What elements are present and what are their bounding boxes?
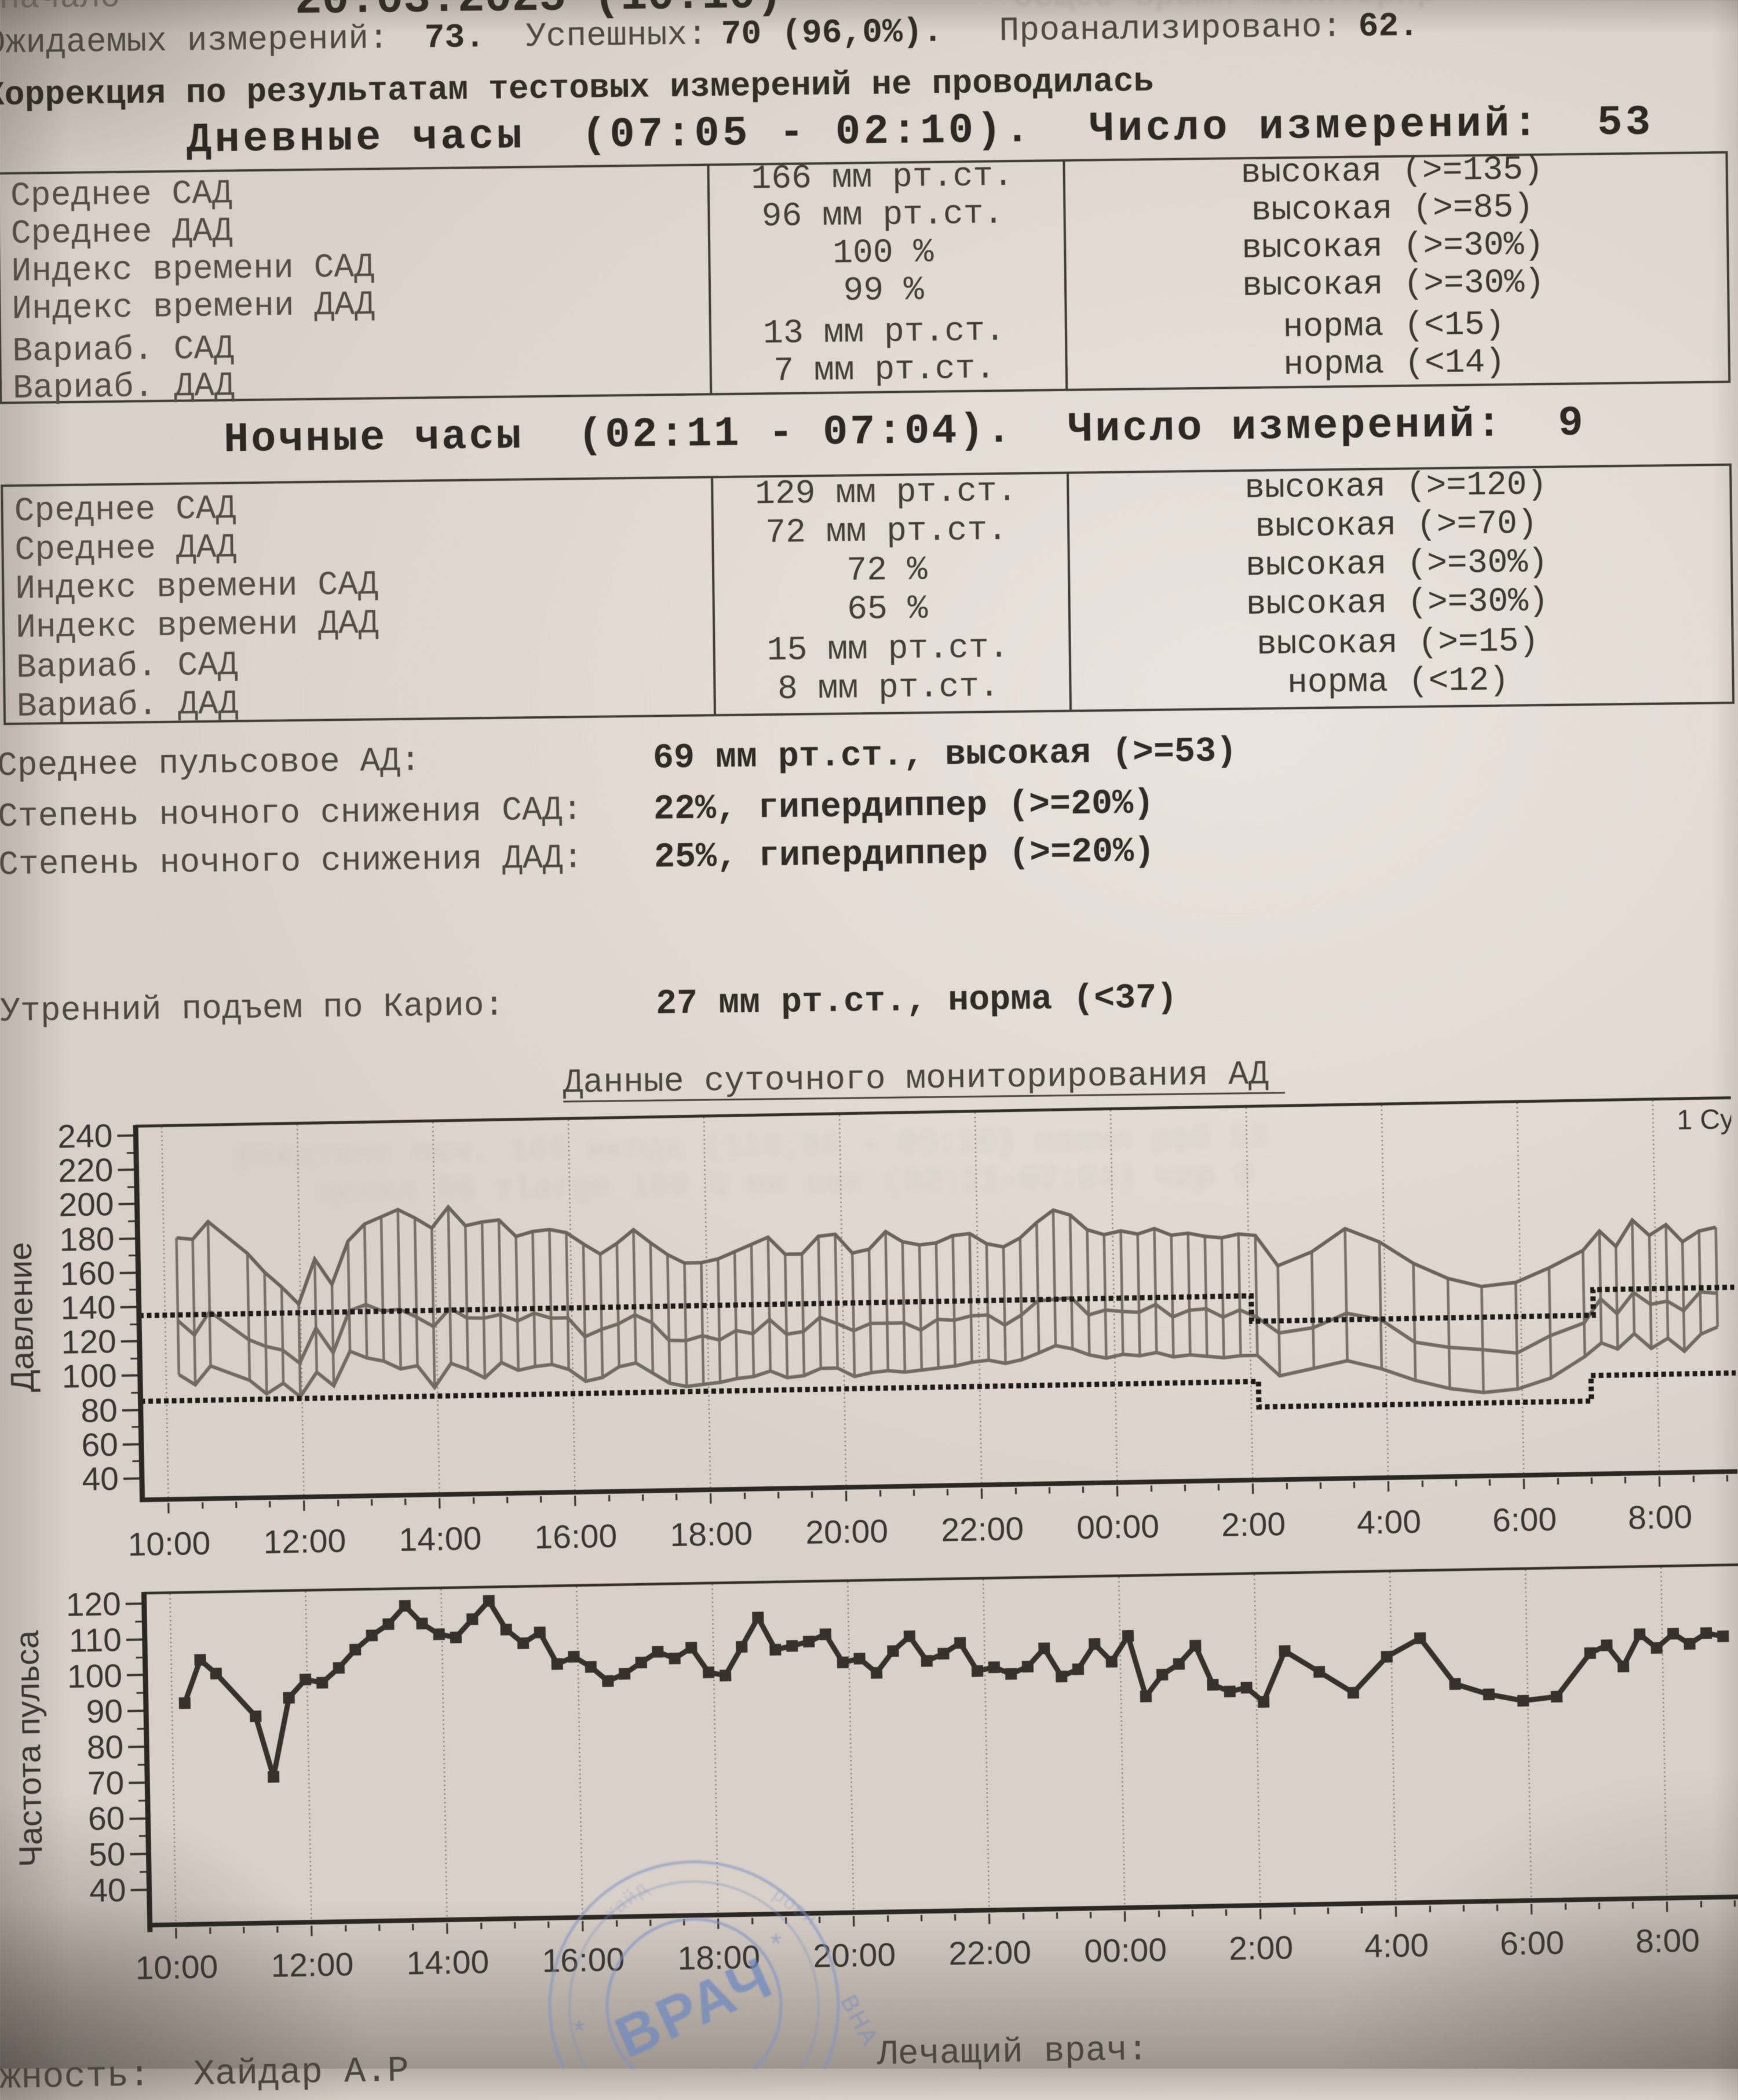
- svg-text:80: 80: [81, 1392, 118, 1430]
- svg-text:1 Сутки: 1 Сутки: [1677, 1103, 1738, 1136]
- svg-text:16:00: 16:00: [534, 1518, 618, 1556]
- svg-text:8:00: 8:00: [1635, 1922, 1700, 1960]
- svg-text:2:00: 2:00: [1221, 1505, 1286, 1544]
- svg-text:40: 40: [89, 1872, 127, 1909]
- svg-text:10:00: 10:00: [135, 1948, 218, 1987]
- svg-text:50: 50: [89, 1836, 126, 1873]
- svg-text:200: 200: [59, 1186, 114, 1224]
- svg-text:22:00: 22:00: [948, 1934, 1032, 1973]
- svg-text:*: *: [574, 2015, 585, 2046]
- svg-text:90: 90: [86, 1693, 123, 1730]
- svg-text:20:00: 20:00: [805, 1512, 889, 1551]
- svg-text:60: 60: [87, 1800, 125, 1837]
- svg-text:ВРАЧ: ВРАЧ: [606, 1944, 783, 2069]
- svg-text:14:00: 14:00: [406, 1944, 490, 1982]
- svg-text:12:00: 12:00: [263, 1522, 346, 1561]
- svg-text:240: 240: [57, 1117, 113, 1155]
- svg-text:220: 220: [58, 1151, 114, 1190]
- svg-text:100: 100: [61, 1357, 117, 1395]
- svg-text:80: 80: [86, 1729, 124, 1766]
- svg-text:22:00: 22:00: [941, 1510, 1024, 1549]
- svg-text:14:00: 14:00: [399, 1520, 482, 1559]
- svg-text:120: 120: [65, 1585, 121, 1624]
- svg-text:140: 140: [60, 1289, 116, 1327]
- svg-text:хайд: хайд: [600, 1876, 653, 1924]
- svg-text:6:00: 6:00: [1492, 1501, 1557, 1539]
- svg-text:110: 110: [68, 1621, 122, 1660]
- svg-text:Давление: Давление: [2, 1242, 42, 1392]
- svg-text:ВНА: ВНА: [835, 1991, 883, 2051]
- svg-text:00:00: 00:00: [1076, 1508, 1160, 1547]
- svg-text:18:00: 18:00: [670, 1515, 753, 1554]
- svg-text:60: 60: [81, 1426, 119, 1464]
- svg-text:00:00: 00:00: [1084, 1931, 1167, 1970]
- svg-text:*: *: [771, 1928, 782, 1959]
- svg-text:ровн: ровн: [769, 1883, 822, 1931]
- svg-text:2:00: 2:00: [1229, 1929, 1294, 1967]
- svg-text:4:00: 4:00: [1364, 1927, 1429, 1965]
- svg-text:160: 160: [60, 1255, 115, 1293]
- svg-text:12:00: 12:00: [271, 1946, 354, 1985]
- svg-text:100: 100: [67, 1657, 122, 1696]
- svg-text:Частота пульса: Частота пульса: [9, 1630, 50, 1868]
- svg-text:40: 40: [82, 1460, 119, 1498]
- svg-text:6:00: 6:00: [1500, 1924, 1565, 1963]
- svg-text:4:00: 4:00: [1357, 1503, 1422, 1541]
- svg-text:70: 70: [87, 1764, 125, 1802]
- svg-text:10:00: 10:00: [127, 1525, 211, 1563]
- svg-text:180: 180: [59, 1220, 115, 1259]
- svg-text:8:00: 8:00: [1628, 1499, 1693, 1537]
- svg-text:120: 120: [61, 1323, 116, 1361]
